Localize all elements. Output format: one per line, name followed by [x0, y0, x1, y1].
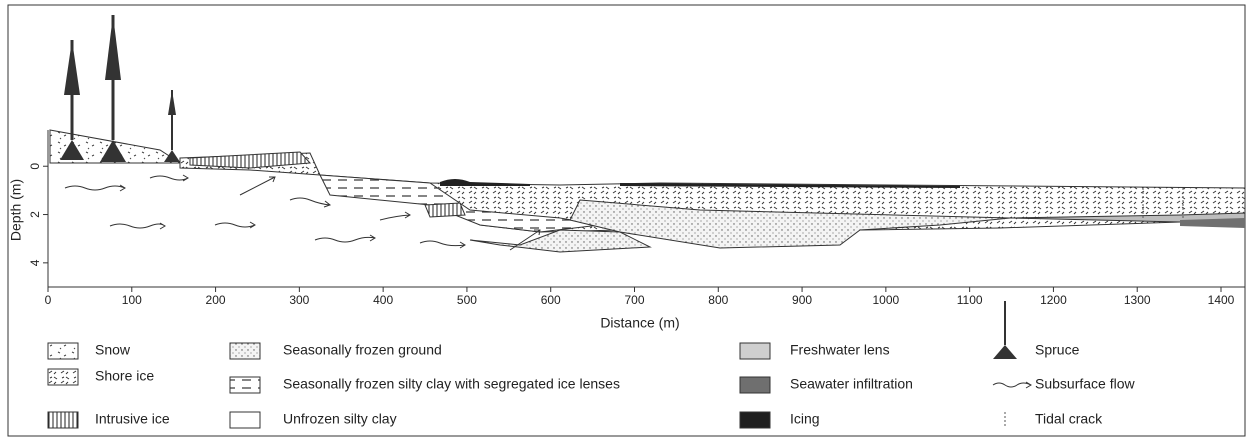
- legend-swatch: [739, 342, 771, 360]
- legend-label: Snow: [95, 342, 131, 358]
- frozen-ground: [569, 199, 1011, 249]
- legend-swatch: [739, 411, 771, 429]
- legend-swatch: [47, 368, 79, 386]
- x-tick-label: 0: [45, 293, 52, 307]
- legend-swatch: [47, 411, 79, 429]
- x-tick-label: 500: [457, 293, 477, 307]
- intrusive-ice: [189, 151, 312, 169]
- legend-spruce: [993, 345, 1017, 359]
- x-tick-label: 1400: [1208, 293, 1235, 307]
- section: [49, 15, 1246, 253]
- tidal-cracks: [1142, 188, 1184, 218]
- y-tick-label: 2: [28, 211, 42, 218]
- legend-label: Unfrozen silty clay: [283, 411, 397, 427]
- flow-arrows: [64, 174, 541, 251]
- legend-label: Tidal crack: [1035, 411, 1103, 427]
- legend-swatch: [229, 376, 261, 394]
- x-tick-label: 600: [541, 293, 561, 307]
- legend-label: Subsurface flow: [1035, 376, 1135, 392]
- legend-swatch: [229, 342, 261, 360]
- legend-label: Intrusive ice: [95, 411, 170, 427]
- x-tick-label: 400: [373, 293, 393, 307]
- x-tick-label: 100: [122, 293, 142, 307]
- y-axis-label: Depth (m): [8, 179, 24, 241]
- icing: [440, 179, 960, 188]
- x-tick-label: 300: [289, 293, 309, 307]
- x-tick-label: 200: [206, 293, 226, 307]
- x-tick-label: 900: [792, 293, 812, 307]
- legend-label: Seawater infiltration: [790, 376, 913, 392]
- seawater-infiltration: [1180, 218, 1245, 228]
- y-tick-label: 0: [28, 163, 42, 170]
- freshwater-lens: [1009, 212, 1246, 223]
- legend-label: Icing: [790, 411, 820, 427]
- x-tick-label: 1100: [957, 293, 983, 307]
- y-tick-label: 4: [28, 259, 42, 266]
- x-tick-label: 1000: [873, 293, 900, 307]
- legend-label: Shore ice: [95, 368, 154, 384]
- legend-swatch: [229, 411, 261, 429]
- x-tick-label: 700: [624, 293, 644, 307]
- x-tick-label: 1200: [1040, 293, 1067, 307]
- spruce-trees: [60, 15, 180, 162]
- legend-label: Spruce: [1035, 342, 1080, 358]
- legend-label: Seasonally frozen silty clay with segreg…: [283, 376, 620, 392]
- x-tick-label: 800: [708, 293, 728, 307]
- intrusive-ice-2: [424, 202, 466, 218]
- legend-swatch: [47, 342, 79, 360]
- x-tick-label: 1300: [1124, 293, 1151, 307]
- legend: Snow Shore ice Intrusive ice Seasonally fro…: [47, 301, 1135, 429]
- legend-flow: [992, 381, 1032, 389]
- legend-swatch: [739, 376, 771, 394]
- legend-label: Seasonally frozen ground: [283, 342, 442, 358]
- x-axis-label: Distance (m): [600, 315, 679, 331]
- frozen-ground-2: [469, 229, 652, 253]
- legend-label: Freshwater lens: [790, 342, 890, 358]
